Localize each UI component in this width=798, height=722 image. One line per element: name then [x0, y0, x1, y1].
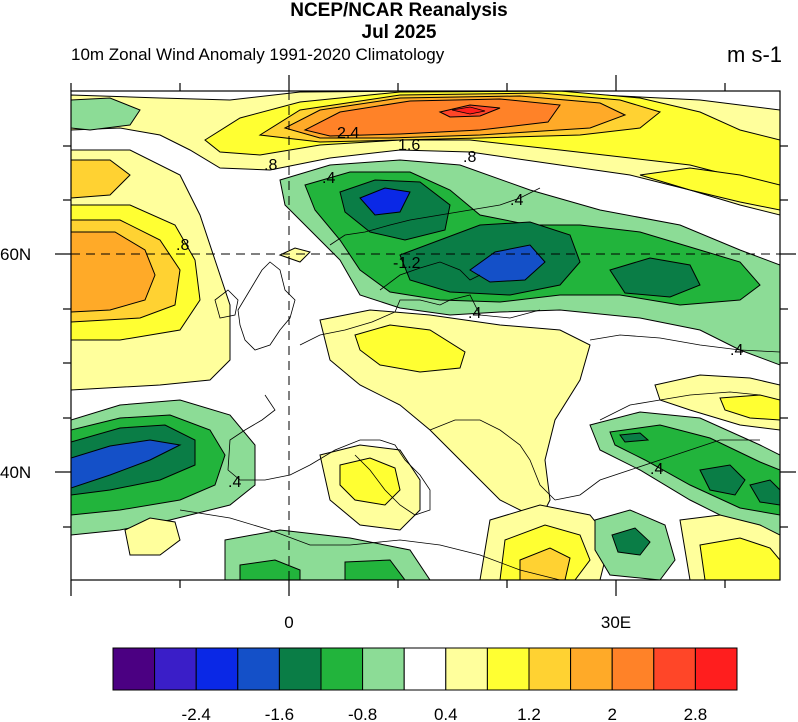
chart-title: NCEP/NCAR Reanalysis — [290, 0, 508, 21]
colorbar-swatch — [445, 647, 488, 691]
units-label: m s-1 — [727, 42, 782, 67]
contour-label: .4 — [468, 305, 481, 322]
chart-date: Jul 2025 — [361, 22, 437, 43]
anomaly-field — [71, 91, 780, 580]
contour-fill — [609, 257, 701, 298]
contour-fill — [639, 167, 780, 211]
contour-label: .8 — [264, 157, 277, 174]
contour-fill — [124, 517, 181, 556]
contour-fill — [749, 479, 780, 506]
contour-fill — [71, 97, 141, 131]
contour-fill — [71, 231, 156, 313]
contour-fill — [699, 464, 746, 496]
x-tick-label: 0 — [284, 613, 293, 632]
variable-label: 10m Zonal Wind Anomaly 1991-2020 Climato… — [71, 45, 445, 64]
contour-fill — [699, 537, 780, 580]
y-tick-label: 60N — [0, 245, 31, 264]
contour-label: .8 — [463, 149, 476, 166]
colorbar: -2.4 -1.6 -0.8 0.4 1.2 2 2.8 — [112, 647, 738, 722]
colorbar-swatch — [278, 647, 322, 691]
contour-fill — [71, 159, 131, 199]
contour-label: .4 — [510, 192, 523, 209]
colorbar-swatch — [611, 647, 655, 691]
contour-label: .4 — [228, 474, 241, 491]
contour-label: -1.2 — [393, 255, 421, 272]
colorbar-swatch — [362, 647, 405, 691]
colorbar-swatch — [195, 647, 239, 691]
contour-label: .4 — [322, 170, 335, 187]
contour-fill — [354, 324, 466, 373]
x-tick-label: 30E — [601, 613, 631, 632]
colorbar-swatch — [403, 647, 447, 691]
contour-fill — [239, 559, 301, 580]
colorbar-tick-label: 2 — [607, 705, 616, 722]
y-tick-label: 40N — [0, 463, 31, 482]
colorbar-tick-label: -2.4 — [182, 705, 211, 722]
contour-fill — [519, 547, 571, 580]
colorbar-tick-label: 0.4 — [434, 705, 458, 722]
colorbar-swatch — [112, 647, 156, 691]
contour-labels: 2.4 1.6 .8 .8 .4 .4 .8 -1.2 .4 .4 .4 .4 — [176, 125, 743, 491]
colorbar-swatch — [570, 647, 613, 691]
tick-marks — [55, 75, 796, 596]
colorbar-tick-label: -0.8 — [348, 705, 377, 722]
contour-label: 2.4 — [337, 125, 359, 142]
colorbar-swatch — [154, 647, 197, 691]
colorbar-swatch — [653, 647, 696, 691]
graticule — [71, 91, 780, 580]
colorbar-swatch — [320, 647, 364, 691]
contour-fill — [619, 432, 650, 443]
colorbar-tick-label: 2.8 — [684, 705, 708, 722]
coastlines — [179, 187, 780, 580]
colorbar-swatch — [528, 647, 572, 691]
contour-fill — [71, 439, 182, 489]
contour-fill — [611, 527, 651, 556]
contour-fill — [344, 559, 406, 580]
colorbar-swatch — [237, 647, 280, 691]
contour-fill — [359, 187, 411, 216]
colorbar-swatch — [694, 647, 738, 691]
colorbar-tick-label: 1.2 — [517, 705, 541, 722]
colorbar-swatch — [486, 647, 530, 691]
map-frame — [70, 90, 781, 581]
contour-label: .8 — [176, 237, 189, 254]
contour-label: 1.6 — [398, 137, 420, 154]
contour-label: .4 — [730, 342, 743, 359]
contour-fill — [609, 424, 780, 516]
contour-fill — [451, 106, 486, 115]
contour-fill — [278, 247, 311, 263]
colorbar-tick-label: -1.6 — [265, 705, 294, 722]
contour-label: .4 — [650, 461, 663, 478]
